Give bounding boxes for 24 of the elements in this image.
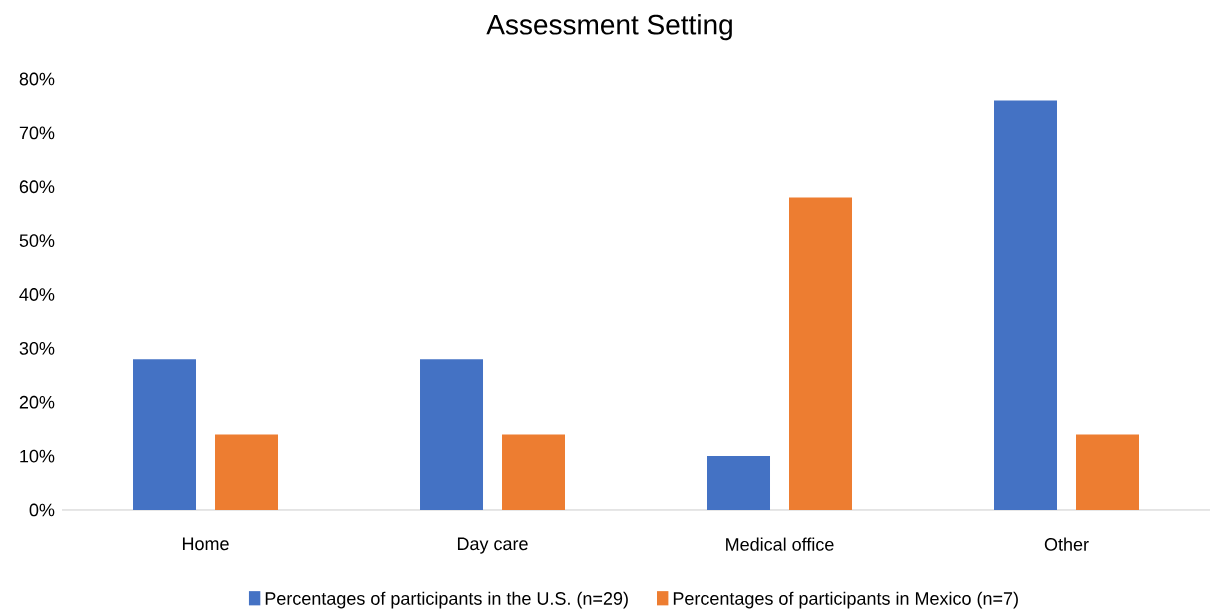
y-tick-label: 80% [19, 72, 55, 86]
x-tick-label: Day care [457, 537, 528, 554]
legend-label: Percentages of participants in Mexico (n=7) [673, 591, 1018, 609]
y-tick-label: 10% [20, 449, 55, 463]
legend-label: Percentages of participants in the U.S. (n=29) [265, 591, 628, 609]
y-tick-label: 40% [19, 288, 55, 302]
y-tick-label: 60% [19, 180, 55, 194]
y-tick-label: 20% [19, 396, 55, 409]
bar [502, 434, 565, 511]
y-tick-label: 30% [19, 342, 55, 355]
x-tick-label: Home [182, 537, 229, 551]
bar [133, 359, 197, 511]
y-tick-label: 50% [19, 234, 55, 248]
bar [420, 359, 484, 511]
bar [1076, 434, 1139, 511]
bar [707, 456, 771, 511]
x-tick-label: Other [1044, 537, 1089, 551]
y-tick-label: 0% [29, 503, 55, 517]
x-tick-label: Medical office [726, 537, 834, 551]
bar [215, 434, 279, 511]
chart-title: Assessment Setting [486, 14, 732, 41]
bar [789, 197, 853, 511]
y-tick-label: 70% [19, 126, 55, 140]
bar [994, 100, 1057, 511]
